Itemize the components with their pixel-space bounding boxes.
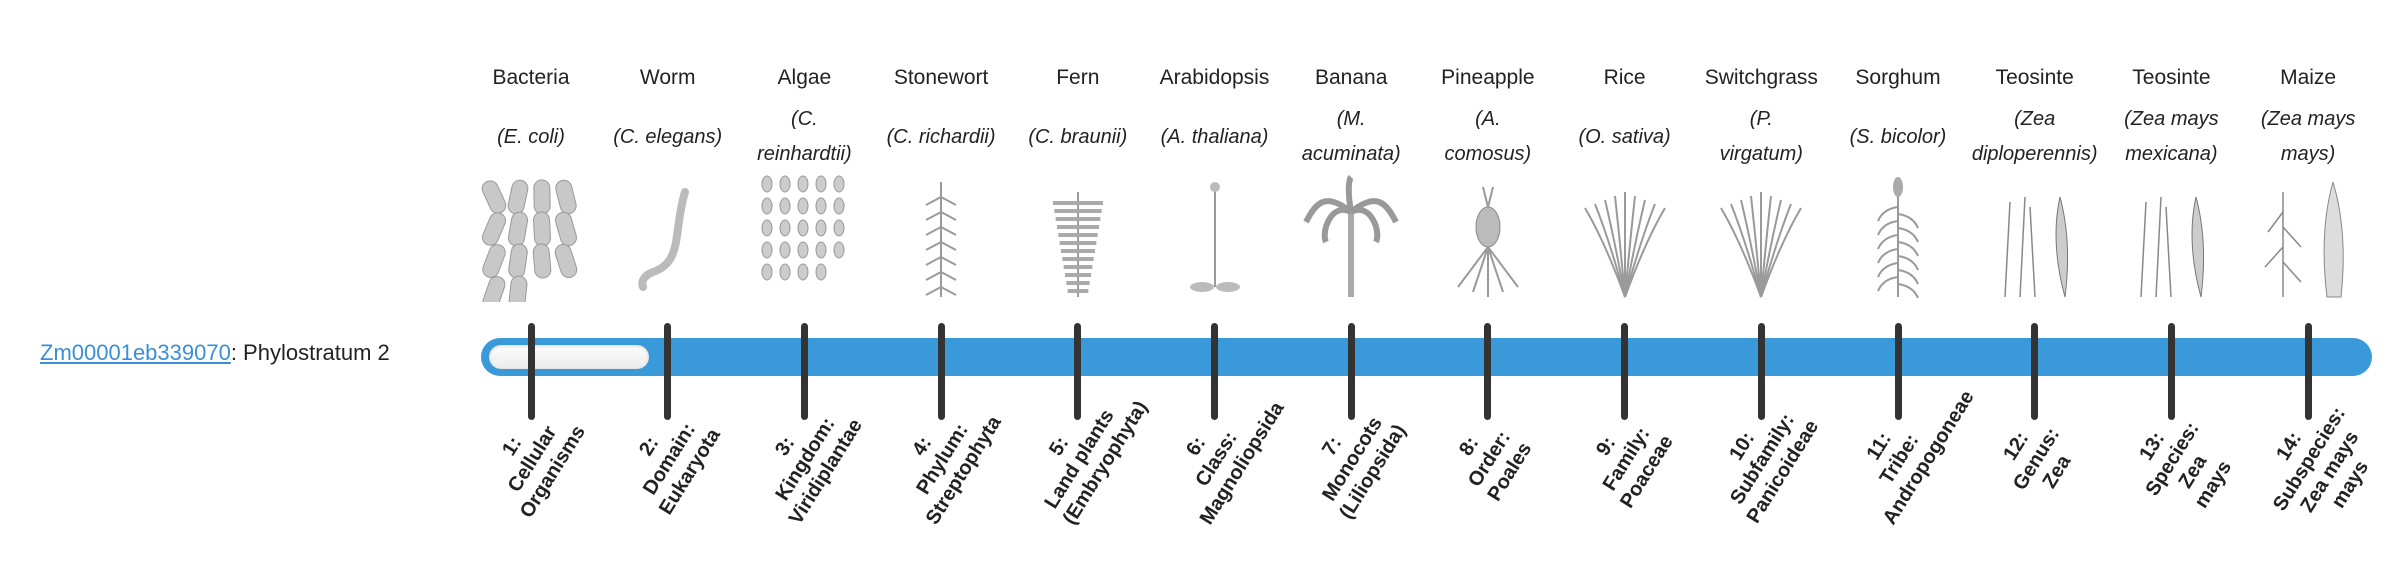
scientific-name-line: (S. bicolor): [1849, 126, 1947, 148]
scientific-name-line: (Zea mays: [2260, 108, 2356, 130]
banana-icon: [1303, 174, 1399, 297]
organism-scientific-name: (A. thaliana): [1147, 120, 1283, 155]
organism-name: Switchgrass: [1704, 66, 1818, 89]
phylostratum-tick[interactable]: [1621, 323, 1629, 420]
organism-name: Teosinte: [1995, 66, 2074, 89]
scientific-name-line: acuminata): [1301, 143, 1401, 165]
phylostratum-label: 12: Genus: Zea: [1974, 389, 2099, 529]
organism-scientific-name: (A. comosus): [1420, 102, 1556, 172]
phylostratum-tick[interactable]: [2304, 323, 2312, 420]
organism-name: Teosinte: [2132, 66, 2211, 89]
phylostratum-label: 7: Monocots (Liliopsida): [1290, 389, 1415, 529]
sorghum-icon: [1877, 177, 1919, 299]
scientific-name-line: (O. sativa): [1578, 126, 1671, 148]
phylostratum-tick[interactable]: [664, 323, 672, 420]
phylostratum-label: 9: Family: Poaceae: [1564, 389, 1689, 529]
organism-scientific-name: (Zea mays mexicana): [2103, 102, 2239, 172]
phylostratum-label: 13: Species: Zea mays: [2111, 389, 2256, 542]
phylostratum-tick[interactable]: [1074, 323, 1082, 420]
organism-scientific-name: (C. richardii): [873, 120, 1009, 155]
phylostratum-text: : Phylostratum 2: [230, 340, 390, 365]
scientific-name-line: (P.: [1749, 108, 1773, 130]
organism-scientific-name: (Zea diploperennis): [1967, 102, 2103, 172]
phylostratum-tick[interactable]: [1484, 323, 1492, 420]
scientific-name-line: comosus): [1444, 143, 1532, 165]
phylostratum-label: 2: Domain: Eukaryota: [607, 389, 732, 529]
phylostratum-label: 11: Tribe: Andropogoneae: [1837, 387, 1978, 529]
phylostratum-label: 4: Phylum: Streptophyta: [880, 389, 1006, 529]
organism-name: Arabidopsis: [1159, 66, 1270, 89]
scientific-name-line: (A.: [1475, 108, 1501, 130]
phylostratum-label: 6: Class: Magnoliopsida: [1154, 389, 1288, 529]
teosinte-icon: [2003, 196, 2068, 298]
organism-name: Rice: [1603, 66, 1646, 89]
phylostratum-tick[interactable]: [2031, 323, 2039, 420]
scientific-name-line: (A. thaliana): [1160, 126, 1269, 148]
stonewort-icon: [925, 182, 957, 297]
scientific-name-line: (C. elegans): [613, 126, 723, 148]
organism-name: Maize: [2280, 66, 2337, 89]
phylostratum-tick[interactable]: [1211, 323, 1218, 420]
algae-icon: [761, 175, 845, 281]
phylostratum-bar-unfilled: [489, 345, 649, 369]
organism-scientific-name: (C. elegans): [600, 120, 736, 155]
scientific-name-line: (M.: [1336, 108, 1366, 130]
organism-scientific-name: (M. acuminata): [1283, 102, 1419, 172]
scientific-name-line: (Zea mays: [2124, 108, 2219, 130]
phylostratum-label: 1: Cellular Organisms: [470, 389, 595, 529]
organism-scientific-name: (Zea mays mays): [2240, 102, 2376, 172]
scientific-name-line: mexicana): [2125, 143, 2218, 165]
organism-scientific-name: (C. braunii): [1010, 120, 1146, 155]
switchgrass-icon: [1720, 192, 1803, 298]
phylostratum-bar: [481, 338, 2372, 376]
scientific-name-line: mays): [2280, 143, 2336, 165]
scientific-name-line: (C. richardii): [886, 126, 996, 148]
phylostratum-tick[interactable]: [527, 323, 535, 420]
organism-scientific-name: (C. reinhardtii): [736, 102, 872, 172]
organism-name: Bacteria: [492, 66, 570, 89]
organism-scientific-name: (S. bicolor): [1830, 120, 1966, 155]
organism-name: Worm: [639, 66, 696, 89]
phylostratum-label: 10: Subfamily: Panicoideae: [1701, 389, 1826, 529]
bacteria-icon: [481, 179, 578, 302]
gene-id-link[interactable]: Zm00001eb339070: [40, 340, 231, 365]
organism-name: Sorghum: [1855, 66, 1941, 89]
rice-icon: [1583, 192, 1666, 298]
organism-name: Stonewort: [893, 66, 989, 89]
fern-icon: [1052, 192, 1103, 297]
organism-name: Banana: [1314, 66, 1388, 89]
arabidopsis-icon: [1189, 182, 1240, 292]
organism-scientific-name: (P. virgatum): [1693, 102, 1829, 172]
phylostratum-label: 3: Kingdom: Viridiplantae: [744, 389, 869, 529]
pineapple-icon: [1457, 186, 1519, 297]
organism-name: Algae: [777, 66, 832, 89]
scientific-name-line: diploperennis): [1971, 143, 2098, 165]
organism-name: Pineapple: [1441, 66, 1535, 89]
phylostratum-label: 5: Land plants (Embryophyta): [1017, 389, 1152, 529]
phylostratum-tick[interactable]: [1757, 323, 1765, 420]
scientific-name-line: (E. coli): [497, 126, 565, 148]
organism-scientific-name: (O. sativa): [1557, 120, 1693, 155]
scientific-name-line: (C.: [791, 108, 818, 130]
phylostratum-tick[interactable]: [2167, 323, 2175, 420]
teosinte-icon: [2140, 196, 2205, 298]
phylostratum-label: 14: Subspecies: Zea mays mays: [2247, 389, 2392, 542]
scientific-name-line: reinhardtii): [757, 143, 852, 165]
phylostratum-tick[interactable]: [937, 323, 945, 420]
phylostratum-tick[interactable]: [800, 323, 808, 420]
worm-icon: [638, 188, 689, 291]
organism-scientific-name: (E. coli): [463, 120, 599, 155]
phylostratum-tick[interactable]: [1347, 323, 1355, 420]
phylostratum-label: 8: Order: Poales: [1427, 389, 1552, 529]
phylostratum-tick[interactable]: [1894, 323, 1902, 420]
scientific-name-line: (Zea: [2014, 108, 2056, 130]
scientific-name-line: virgatum): [1719, 143, 1803, 165]
gene-label: Zm00001eb339070: Phylostratum 2: [40, 340, 390, 366]
organism-name: Fern: [1056, 66, 1100, 89]
scientific-name-line: (C. braunii): [1028, 126, 1128, 148]
maize-icon: [2264, 181, 2344, 298]
